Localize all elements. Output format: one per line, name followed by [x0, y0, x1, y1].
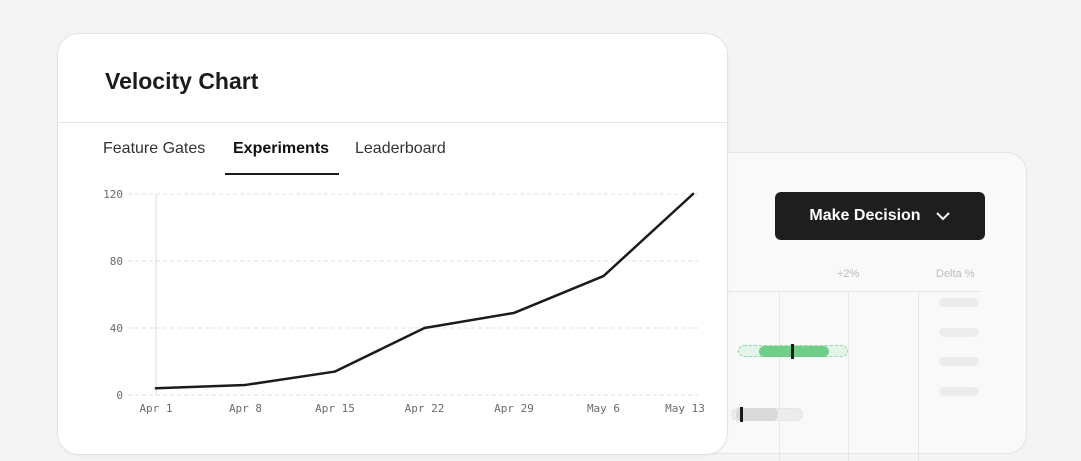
tab-experiments[interactable]: Experiments	[233, 140, 330, 157]
x-tick-label: Apr 8	[229, 402, 262, 415]
column-header-plus2: +2%	[837, 268, 860, 280]
make-decision-button[interactable]: Make Decision	[775, 192, 985, 240]
data-point	[333, 370, 337, 373]
placeholder-pill	[939, 298, 979, 307]
table-divider	[727, 291, 981, 292]
velocity-line-chart: 0 40 80 120 Apr 1 Apr 8 Apr 15 Apr 22 Apr 29 May …	[103, 188, 705, 415]
card-title: Velocity Chart	[105, 68, 259, 94]
velocity-chart-card: Velocity Chart Feature Gates Experiments…	[57, 33, 728, 455]
y-tick-label: 40	[110, 322, 123, 335]
header-divider	[58, 122, 727, 123]
placeholder-pill	[939, 357, 979, 366]
data-point	[244, 383, 247, 387]
placeholder-pill	[939, 387, 979, 396]
data-point	[423, 326, 426, 330]
x-tick-label: Apr 29	[494, 402, 534, 415]
x-tick-label: Apr 1	[139, 402, 172, 415]
series-line	[154, 192, 695, 390]
chevron-down-icon	[935, 212, 950, 221]
x-tick-label: May 13	[665, 402, 705, 415]
confidence-interval-bar	[759, 346, 829, 357]
data-point	[602, 274, 605, 278]
confidence-interval-bar	[736, 408, 778, 421]
y-tick-label: 120	[103, 188, 123, 201]
grid-line	[918, 291, 919, 461]
x-tick-label: Apr 15	[315, 402, 355, 415]
data-point	[512, 311, 516, 315]
confidence-interval-marker	[791, 344, 794, 359]
y-tick-label: 0	[116, 389, 123, 402]
x-tick-label: May 6	[587, 402, 620, 415]
confidence-interval-marker	[740, 407, 743, 422]
active-tab-indicator	[225, 173, 339, 175]
make-decision-label: Make Decision	[809, 207, 921, 224]
x-tick-label: Apr 22	[405, 402, 445, 415]
tab-leaderboard[interactable]: Leaderboard	[355, 140, 446, 157]
column-header-delta: Delta %	[936, 268, 975, 280]
data-point	[154, 387, 158, 390]
placeholder-pill	[939, 328, 979, 337]
grid-line	[848, 291, 849, 461]
grid-line	[779, 291, 780, 461]
y-tick-label: 80	[110, 255, 123, 268]
tab-feature-gates[interactable]: Feature Gates	[103, 140, 206, 157]
data-point	[691, 192, 695, 196]
